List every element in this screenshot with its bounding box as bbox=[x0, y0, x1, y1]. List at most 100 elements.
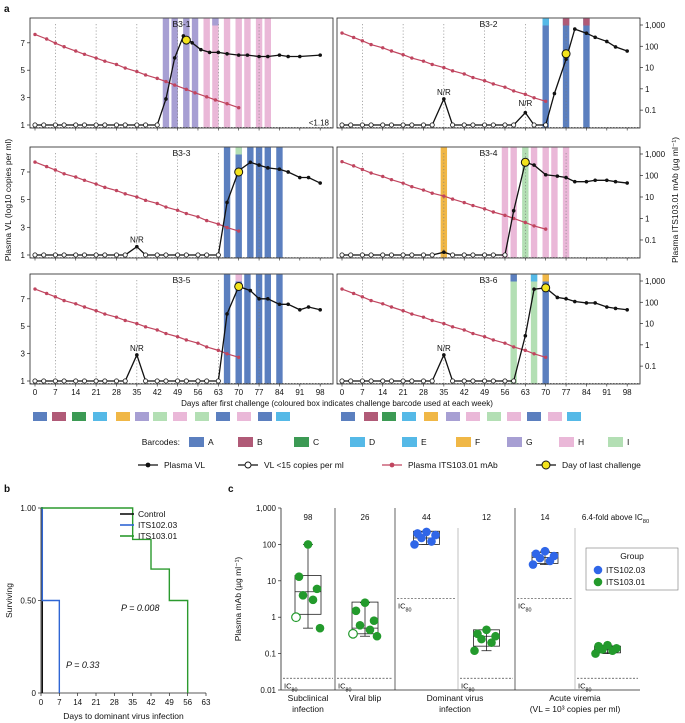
vl-point bbox=[306, 305, 311, 309]
ic80-label: IC80 bbox=[578, 681, 592, 693]
group-5: 6.4-fold above IC80 IC80 bbox=[577, 513, 649, 693]
x-tick-label: 7 bbox=[360, 388, 365, 397]
vl-point bbox=[225, 51, 229, 56]
challenge-bar bbox=[162, 18, 170, 128]
y-tick-label: 5 bbox=[21, 66, 26, 75]
x-tick-label: 42 bbox=[147, 698, 156, 707]
mab-point bbox=[62, 172, 66, 176]
vl-undetected-point bbox=[348, 378, 354, 384]
vl-undetected-point bbox=[122, 252, 128, 258]
data-point bbox=[294, 572, 304, 581]
last-challenge-marker bbox=[561, 49, 571, 59]
y-tick-label: 0.1 bbox=[265, 650, 277, 659]
challenge-bar bbox=[542, 18, 549, 128]
mab-point bbox=[340, 287, 344, 291]
mab-point bbox=[523, 348, 528, 353]
mab-point bbox=[462, 72, 466, 76]
legend-barcode-label: E bbox=[421, 437, 427, 447]
legend-label: ITS102.03 bbox=[138, 520, 177, 530]
week-barcode-square bbox=[237, 412, 251, 421]
vl-point bbox=[286, 302, 290, 307]
mab-point bbox=[155, 76, 159, 81]
vl-point bbox=[613, 306, 618, 311]
vl-point bbox=[318, 307, 322, 312]
data-point bbox=[427, 537, 436, 546]
challenge-bar bbox=[264, 274, 271, 384]
last-challenge-marker bbox=[520, 157, 530, 167]
vl-point bbox=[225, 200, 229, 205]
vl-undetected-point bbox=[73, 252, 79, 258]
x-tick-label: 28 bbox=[419, 388, 428, 397]
mab-point bbox=[175, 335, 180, 339]
challenge-bar bbox=[203, 18, 210, 128]
mab-point bbox=[103, 185, 107, 190]
legend-barcode-swatch bbox=[238, 437, 253, 447]
mab-point bbox=[369, 298, 373, 303]
challenge-bar bbox=[223, 18, 231, 128]
vl-point bbox=[298, 307, 302, 312]
vl-point bbox=[236, 53, 241, 57]
vl-point bbox=[248, 288, 253, 293]
vl-undetected-point bbox=[511, 122, 517, 128]
y-tick-label-right: 1 bbox=[645, 214, 650, 223]
vl-undetected-point bbox=[359, 378, 365, 384]
challenge-bar bbox=[235, 18, 242, 128]
data-point bbox=[355, 620, 365, 630]
legend-vl-dot bbox=[145, 462, 151, 468]
vl-undetected-point bbox=[61, 252, 67, 258]
vl-undetected-point bbox=[61, 378, 67, 384]
mab-point bbox=[389, 305, 394, 309]
x-tick-label: 14 bbox=[73, 698, 82, 707]
mab-point bbox=[62, 298, 66, 303]
ic80-label: IC80 bbox=[284, 681, 298, 693]
mab-point bbox=[114, 315, 119, 319]
week-barcode-square bbox=[341, 412, 355, 421]
mab-point bbox=[410, 312, 414, 316]
mab-point bbox=[237, 229, 241, 233]
challenge-bar bbox=[562, 147, 570, 258]
survival-curve-its102-03 bbox=[41, 507, 61, 693]
vl-undetected-point bbox=[482, 252, 488, 258]
mab-point bbox=[351, 164, 356, 168]
mab-point bbox=[442, 321, 446, 326]
vl-undetected-point bbox=[32, 252, 38, 258]
vl-undetected-point bbox=[461, 122, 467, 128]
mab-point bbox=[196, 215, 200, 219]
subpanel-b3-5: B3-5 1 3 5 7 N/R bbox=[21, 273, 334, 387]
vl-point bbox=[584, 301, 589, 305]
group-label: Viral blip bbox=[349, 693, 382, 703]
vl-point bbox=[625, 307, 629, 312]
vl-point bbox=[605, 305, 609, 309]
vl-undetected-point bbox=[143, 252, 149, 258]
vl-undetected-point bbox=[113, 252, 119, 258]
vl-undetected-point bbox=[183, 252, 189, 258]
vl-undetected-point bbox=[420, 252, 426, 258]
y-tick-label: 3 bbox=[21, 223, 26, 232]
x-tick-label: 35 bbox=[439, 388, 448, 397]
group-label: infection bbox=[439, 704, 471, 714]
mab-point bbox=[462, 200, 466, 205]
y-tick-label: 5 bbox=[21, 322, 26, 331]
vl-undetected-point bbox=[113, 122, 119, 128]
last-challenge-marker bbox=[234, 167, 244, 177]
mab-point bbox=[196, 341, 200, 345]
group-label: Dominant virus bbox=[427, 693, 484, 703]
vl-undetected-point bbox=[143, 122, 149, 128]
vl-point bbox=[532, 163, 536, 167]
fold-label: 14 bbox=[541, 513, 550, 522]
nr-label: N/R bbox=[437, 344, 451, 353]
vl-point bbox=[135, 353, 139, 357]
x-tick-label: 63 bbox=[214, 388, 223, 397]
data-point bbox=[303, 540, 313, 549]
group-label: infection bbox=[292, 704, 324, 714]
vl-point bbox=[605, 178, 609, 183]
vl-point bbox=[442, 250, 446, 255]
vl-undetected-point bbox=[52, 378, 58, 384]
week-barcode-square bbox=[135, 412, 149, 421]
challenge-bar-top bbox=[235, 147, 242, 155]
y-tick-label: 0.50 bbox=[20, 597, 36, 606]
vl-undetected-point bbox=[348, 252, 354, 258]
data-point bbox=[545, 556, 555, 566]
vl-undetected-point bbox=[502, 252, 508, 258]
data-point bbox=[535, 553, 545, 563]
